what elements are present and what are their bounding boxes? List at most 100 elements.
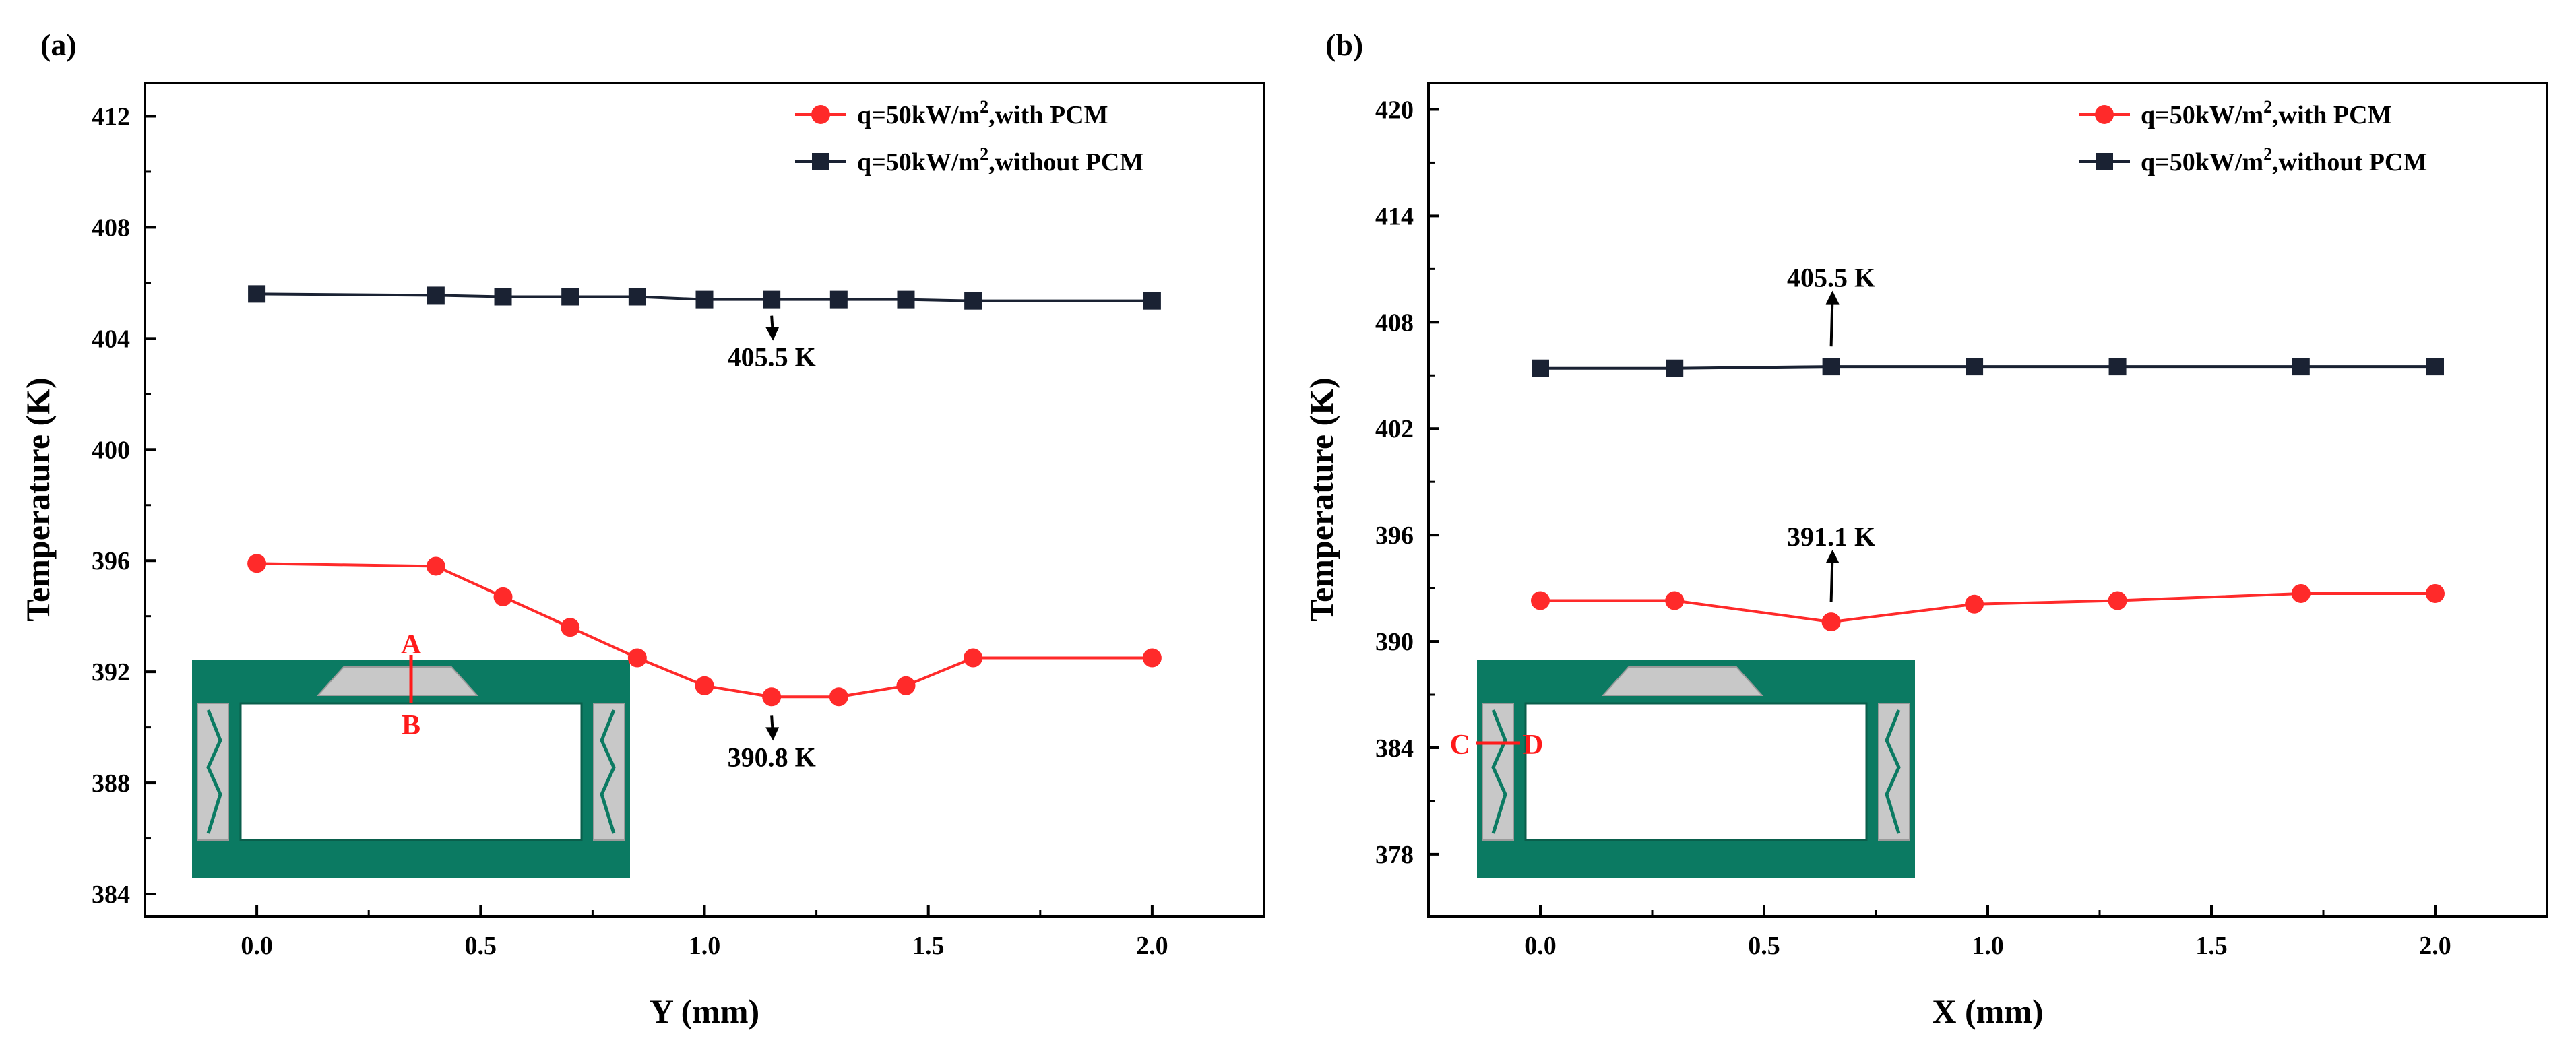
data-point xyxy=(1966,358,1984,376)
legend-label-tail: ,with PCM xyxy=(2272,101,2391,129)
left-fin-zigzag xyxy=(1491,709,1507,834)
data-point xyxy=(1531,591,1550,610)
inset-label-d: D xyxy=(1523,730,1543,761)
value-annotation: 391.1 K xyxy=(1787,521,1875,602)
x-axis-label: Y (mm) xyxy=(650,992,759,1030)
y-tick-label: 390 xyxy=(1375,628,1414,656)
x-tick-label: 0.0 xyxy=(1524,932,1557,960)
series-without-pcm xyxy=(1532,358,2444,377)
inset-label-c: C xyxy=(1450,730,1470,761)
annotation-arrowhead xyxy=(1825,549,1840,563)
y-tick-label: 408 xyxy=(1375,309,1414,337)
legend-label: q=50kW/m2,without PCM xyxy=(2141,144,2427,177)
legend-label-sup: 2 xyxy=(980,144,988,164)
y-tick-label: 404 xyxy=(92,325,130,353)
annotation-label: 405.5 K xyxy=(1787,263,1875,293)
legend: q=50kW/m2,with PCM q=50kW/m2,without PCM xyxy=(2079,97,2427,177)
x-tick-label: 0.0 xyxy=(241,932,273,960)
chart-panel-a: (a)AB0.0 0.5 1.0 1.5 2.038438839239640040440… xyxy=(19,28,1265,1030)
top-pcm-block xyxy=(316,666,479,696)
value-annotation: 405.5 K xyxy=(728,315,816,373)
data-point xyxy=(2108,358,2127,376)
annotation-label: 405.5 K xyxy=(728,342,816,373)
x-tick-label: 2.0 xyxy=(2419,932,2451,960)
x-tick-label: 1.0 xyxy=(1972,932,2004,960)
legend-marker xyxy=(811,105,830,124)
data-point xyxy=(2291,583,2311,603)
x-axis-label: X (mm) xyxy=(1932,992,2043,1030)
top-pcm-block xyxy=(1601,666,1764,696)
panel-label: (a) xyxy=(40,28,77,62)
y-tick-label: 400 xyxy=(92,436,130,464)
data-point xyxy=(897,290,915,309)
data-point xyxy=(695,676,714,695)
x-tick-label: 1.0 xyxy=(689,932,721,960)
data-point xyxy=(1666,359,1684,377)
data-point xyxy=(1665,591,1685,610)
data-point xyxy=(829,687,848,707)
data-point xyxy=(2426,358,2444,376)
data-point xyxy=(2108,591,2127,610)
legend-label-tail: ,without PCM xyxy=(988,148,1143,177)
y-tick-label: 402 xyxy=(1375,415,1414,443)
data-point xyxy=(426,556,445,576)
x-tick-label: 0.5 xyxy=(1748,932,1780,960)
data-point xyxy=(493,587,513,606)
annotation-arrowhead xyxy=(1825,290,1840,305)
y-tick-label: 396 xyxy=(1375,521,1414,550)
legend-marker xyxy=(2095,105,2114,124)
series-with-pcm xyxy=(1531,583,2445,632)
y-tick-label: 378 xyxy=(1375,841,1414,869)
data-point xyxy=(427,286,445,305)
annotation-label: 390.8 K xyxy=(728,742,816,772)
y-tick-label: 388 xyxy=(92,769,130,798)
data-point xyxy=(2426,583,2445,603)
data-point xyxy=(627,648,647,668)
legend-label-sup: 2 xyxy=(980,97,988,117)
legend-label-base: q=50kW/m xyxy=(2141,101,2263,129)
data-point xyxy=(248,285,266,303)
y-tick-label: 408 xyxy=(92,214,130,242)
data-point xyxy=(247,554,267,573)
y-tick-label: 392 xyxy=(92,658,130,687)
data-point xyxy=(1532,359,1549,377)
y-tick-label: 412 xyxy=(92,102,130,131)
legend-marker xyxy=(812,153,829,170)
x-tick-label: 1.5 xyxy=(2195,932,2228,960)
data-point xyxy=(896,676,916,695)
panel-label: (b) xyxy=(1325,28,1363,62)
legend-label-tail: ,with PCM xyxy=(988,101,1108,129)
y-axis-label: Temperature (K) xyxy=(19,377,57,621)
data-point xyxy=(1142,648,1162,668)
data-point xyxy=(829,290,848,309)
channel-cross-section-inset: AB xyxy=(192,629,630,878)
legend-label-sup: 2 xyxy=(2263,144,2272,164)
data-point xyxy=(1965,594,1984,614)
data-point xyxy=(628,288,646,306)
legend-label-base: q=50kW/m xyxy=(857,101,980,129)
x-tick-label: 1.5 xyxy=(912,932,945,960)
data-point xyxy=(561,288,579,306)
legend-label-sup: 2 xyxy=(2263,97,2272,117)
data-point xyxy=(763,290,781,309)
right-fin-zigzag xyxy=(1885,709,1901,834)
data-point xyxy=(2292,358,2310,376)
legend-marker xyxy=(2096,153,2113,170)
data-point xyxy=(1821,612,1841,632)
inset-label-a: A xyxy=(401,629,422,660)
chart-panel-b: (b)C D0.0 0.5 1.0 1.5 2.037838439039640240841… xyxy=(1302,28,2548,1030)
right-fin-zigzag xyxy=(600,709,616,834)
y-tick-label: 384 xyxy=(92,881,130,909)
left-fin-zigzag xyxy=(206,709,222,834)
data-point xyxy=(1143,292,1161,310)
data-point xyxy=(964,648,983,668)
x-tick-label: 0.5 xyxy=(465,932,497,960)
annotation-arrowhead xyxy=(765,727,780,741)
data-point xyxy=(494,288,512,306)
y-tick-label: 420 xyxy=(1375,96,1414,124)
value-annotation: 405.5 K xyxy=(1787,263,1875,347)
series-with-pcm xyxy=(247,554,1162,707)
